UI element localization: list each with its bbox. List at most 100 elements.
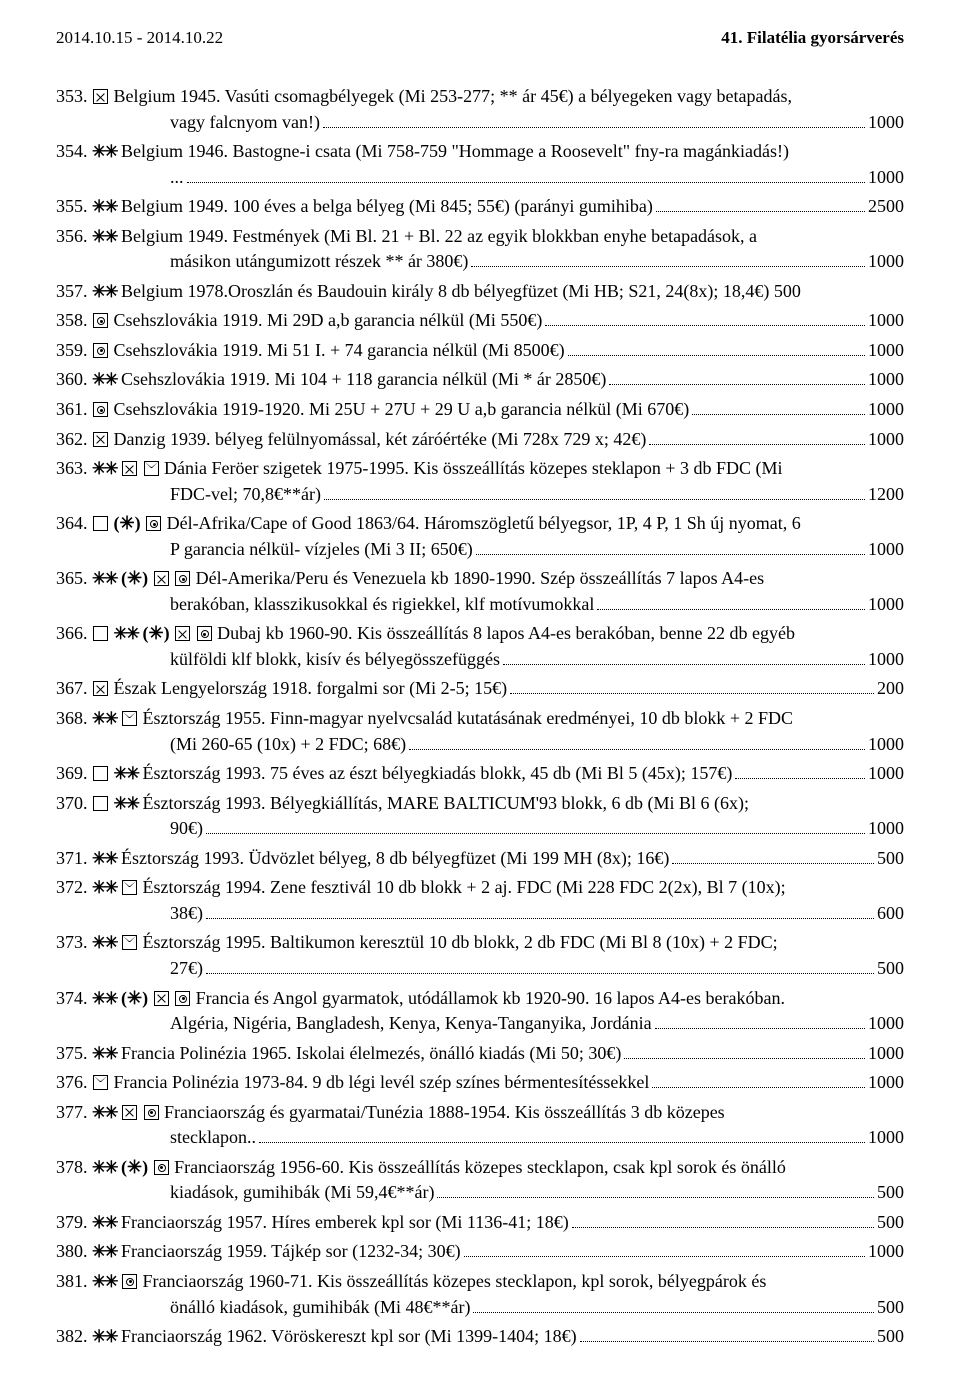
paren-star-icon: (✳) bbox=[143, 623, 170, 643]
cancel-icon bbox=[197, 626, 212, 641]
lot-number: 373. bbox=[56, 932, 88, 952]
lot-item: 355. ✳✳ Belgium 1949. 100 éves a belga b… bbox=[56, 194, 904, 220]
leader-dots bbox=[597, 609, 865, 610]
double-star-icon: ✳✳ bbox=[92, 459, 117, 478]
lot-item: 371. ✳✳ Észtország 1993. Üdvözlet bélyeg… bbox=[56, 846, 904, 872]
lot-number: 382. bbox=[56, 1326, 88, 1346]
leader-dots bbox=[464, 1256, 865, 1257]
double-star-icon: ✳✳ bbox=[92, 197, 117, 216]
double-star-icon: ✳✳ bbox=[92, 1272, 117, 1291]
cancel-icon bbox=[93, 313, 108, 328]
leader-dots bbox=[692, 414, 865, 415]
used-stamp-icon bbox=[122, 461, 137, 476]
lot-item: 367. Észak Lengyelország 1918. forgalmi … bbox=[56, 676, 904, 702]
lot-line-1: 356. ✳✳ Belgium 1949. Festmények (Mi Bl.… bbox=[56, 224, 904, 250]
double-star-icon: ✳✳ bbox=[92, 849, 117, 868]
lot-text: külföldi klf blokk, kisív és bélyegössze… bbox=[170, 647, 500, 673]
lot-text: 360. ✳✳ Csehszlovákia 1919. Mi 104 + 118… bbox=[56, 367, 606, 393]
lot-number: 372. bbox=[56, 877, 88, 897]
lot-text: 369. ✳✳ Észtország 1993. 75 éves az észt… bbox=[56, 761, 732, 787]
lot-text: (Mi 260-65 (10x) + 2 FDC; 68€) bbox=[170, 732, 406, 758]
lot-text: 27€) bbox=[170, 956, 203, 982]
double-star-icon: ✳✳ bbox=[92, 569, 117, 588]
double-star-icon: ✳✳ bbox=[92, 933, 117, 952]
lot-price: 1000 bbox=[868, 1125, 904, 1151]
lot-number: 368. bbox=[56, 708, 88, 728]
leader-dots bbox=[471, 266, 865, 267]
used-stamp-icon bbox=[122, 1105, 137, 1120]
lot-text: kiadások, gumihibák (Mi 59,4€**ár) bbox=[170, 1180, 434, 1206]
lot-text: 376. Francia Polinézia 1973-84. 9 db lég… bbox=[56, 1070, 649, 1096]
lot-text: 38€) bbox=[170, 901, 203, 927]
lot-item: 370. ✳✳ Észtország 1993. Bélyegkiállítás… bbox=[56, 791, 904, 842]
lot-line-1: 354. ✳✳ Belgium 1946. Bastogne-i csata (… bbox=[56, 139, 904, 165]
leader-dots bbox=[649, 444, 865, 445]
leader-dots bbox=[624, 1058, 865, 1059]
leader-dots bbox=[476, 554, 865, 555]
square-icon bbox=[93, 626, 108, 641]
lot-text: P garancia nélkül- vízjeles (Mi 3 II; 65… bbox=[170, 537, 473, 563]
lot-item: 372. ✳✳ Észtország 1994. Zene fesztivál … bbox=[56, 875, 904, 926]
lot-text: 371. ✳✳ Észtország 1993. Üdvözlet bélyeg… bbox=[56, 846, 669, 872]
lot-price: 1000 bbox=[868, 1070, 904, 1096]
lot-line-1: 381. ✳✳ Franciaország 1960-71. Kis össze… bbox=[56, 1269, 904, 1295]
double-star-icon: ✳✳ bbox=[114, 794, 139, 813]
used-stamp-icon bbox=[93, 432, 108, 447]
lot-text: 379. ✳✳ Franciaország 1957. Híres embere… bbox=[56, 1210, 569, 1236]
lot-number: 365. bbox=[56, 568, 88, 588]
used-stamp-icon bbox=[154, 571, 169, 586]
lot-line-1: 377. ✳✳ Franciaország és gyarmatai/Tunéz… bbox=[56, 1100, 904, 1126]
lot-item: 366. ✳✳ (✳) Dubaj kb 1960-90. Kis összeá… bbox=[56, 621, 904, 672]
used-stamp-icon bbox=[175, 626, 190, 641]
lot-number: 377. bbox=[56, 1102, 88, 1122]
lot-number: 358. bbox=[56, 310, 88, 330]
lot-text: berakóban, klasszikusokkal és rigiekkel,… bbox=[170, 592, 594, 618]
lot-number: 366. bbox=[56, 623, 88, 643]
leader-dots bbox=[545, 325, 865, 326]
leader-dots bbox=[324, 499, 865, 500]
lot-text: 375. ✳✳ Francia Polinézia 1965. Iskolai … bbox=[56, 1041, 621, 1067]
lot-text: 361. Csehszlovákia 1919-1920. Mi 25U + 2… bbox=[56, 397, 689, 423]
lot-item: 380. ✳✳ Franciaország 1959. Tájkép sor (… bbox=[56, 1239, 904, 1265]
leader-dots bbox=[206, 833, 865, 834]
lot-number: 355. bbox=[56, 196, 88, 216]
leader-dots bbox=[568, 355, 865, 356]
lot-line-1: 378. ✳✳ (✳) Franciaország 1956-60. Kis ö… bbox=[56, 1155, 904, 1181]
lot-item: 364. (✳) Dél-Afrika/Cape of Good 1863/64… bbox=[56, 511, 904, 562]
double-star-icon: ✳✳ bbox=[92, 878, 117, 897]
double-star-icon: ✳✳ bbox=[92, 1213, 117, 1232]
lot-line-1: 353. Belgium 1945. Vasúti csomagbélyegek… bbox=[56, 84, 904, 110]
lot-item: 358. Csehszlovákia 1919. Mi 29D a,b gara… bbox=[56, 308, 904, 334]
double-star-icon: ✳✳ bbox=[114, 624, 139, 643]
lot-line-1: 365. ✳✳ (✳) Dél-Amerika/Peru és Venezuel… bbox=[56, 566, 904, 592]
lot-item: 365. ✳✳ (✳) Dél-Amerika/Peru és Venezuel… bbox=[56, 566, 904, 617]
leader-dots bbox=[652, 1087, 865, 1088]
leader-dots bbox=[259, 1142, 865, 1143]
lot-item: 382. ✳✳ Franciaország 1962. Vöröskereszt… bbox=[56, 1324, 904, 1350]
leader-dots bbox=[187, 182, 866, 183]
leader-dots bbox=[672, 863, 874, 864]
lot-line-1: 370. ✳✳ Észtország 1993. Bélyegkiállítás… bbox=[56, 791, 904, 817]
double-star-icon: ✳✳ bbox=[92, 1103, 117, 1122]
lot-number: 380. bbox=[56, 1241, 88, 1261]
lot-price: 1000 bbox=[868, 427, 904, 453]
lot-number: 378. bbox=[56, 1157, 88, 1177]
lot-item: 361. Csehszlovákia 1919-1920. Mi 25U + 2… bbox=[56, 397, 904, 423]
leader-dots bbox=[206, 973, 874, 974]
lot-list: 353. Belgium 1945. Vasúti csomagbélyegek… bbox=[56, 84, 904, 1350]
lot-number: 367. bbox=[56, 678, 88, 698]
lot-text: 355. ✳✳ Belgium 1949. 100 éves a belga b… bbox=[56, 194, 653, 220]
double-star-icon: ✳✳ bbox=[92, 1044, 117, 1063]
lot-number: 381. bbox=[56, 1271, 88, 1291]
lot-text: 362. Danzig 1939. bélyeg felülnyomással,… bbox=[56, 427, 646, 453]
lot-text: önálló kiadások, gumihibák (Mi 48€**ár) bbox=[170, 1295, 470, 1321]
lot-price: 2500 bbox=[868, 194, 904, 220]
page-header: 2014.10.15 - 2014.10.22 41. Filatélia gy… bbox=[56, 28, 904, 48]
lot-text: 90€) bbox=[170, 816, 203, 842]
lot-number: 356. bbox=[56, 226, 88, 246]
lot-text: stecklapon.. bbox=[170, 1125, 256, 1151]
lot-text: 358. Csehszlovákia 1919. Mi 29D a,b gara… bbox=[56, 308, 542, 334]
lot-number: 361. bbox=[56, 399, 88, 419]
square-icon bbox=[93, 796, 108, 811]
lot-text: vagy falcnyom van!) bbox=[170, 110, 320, 136]
